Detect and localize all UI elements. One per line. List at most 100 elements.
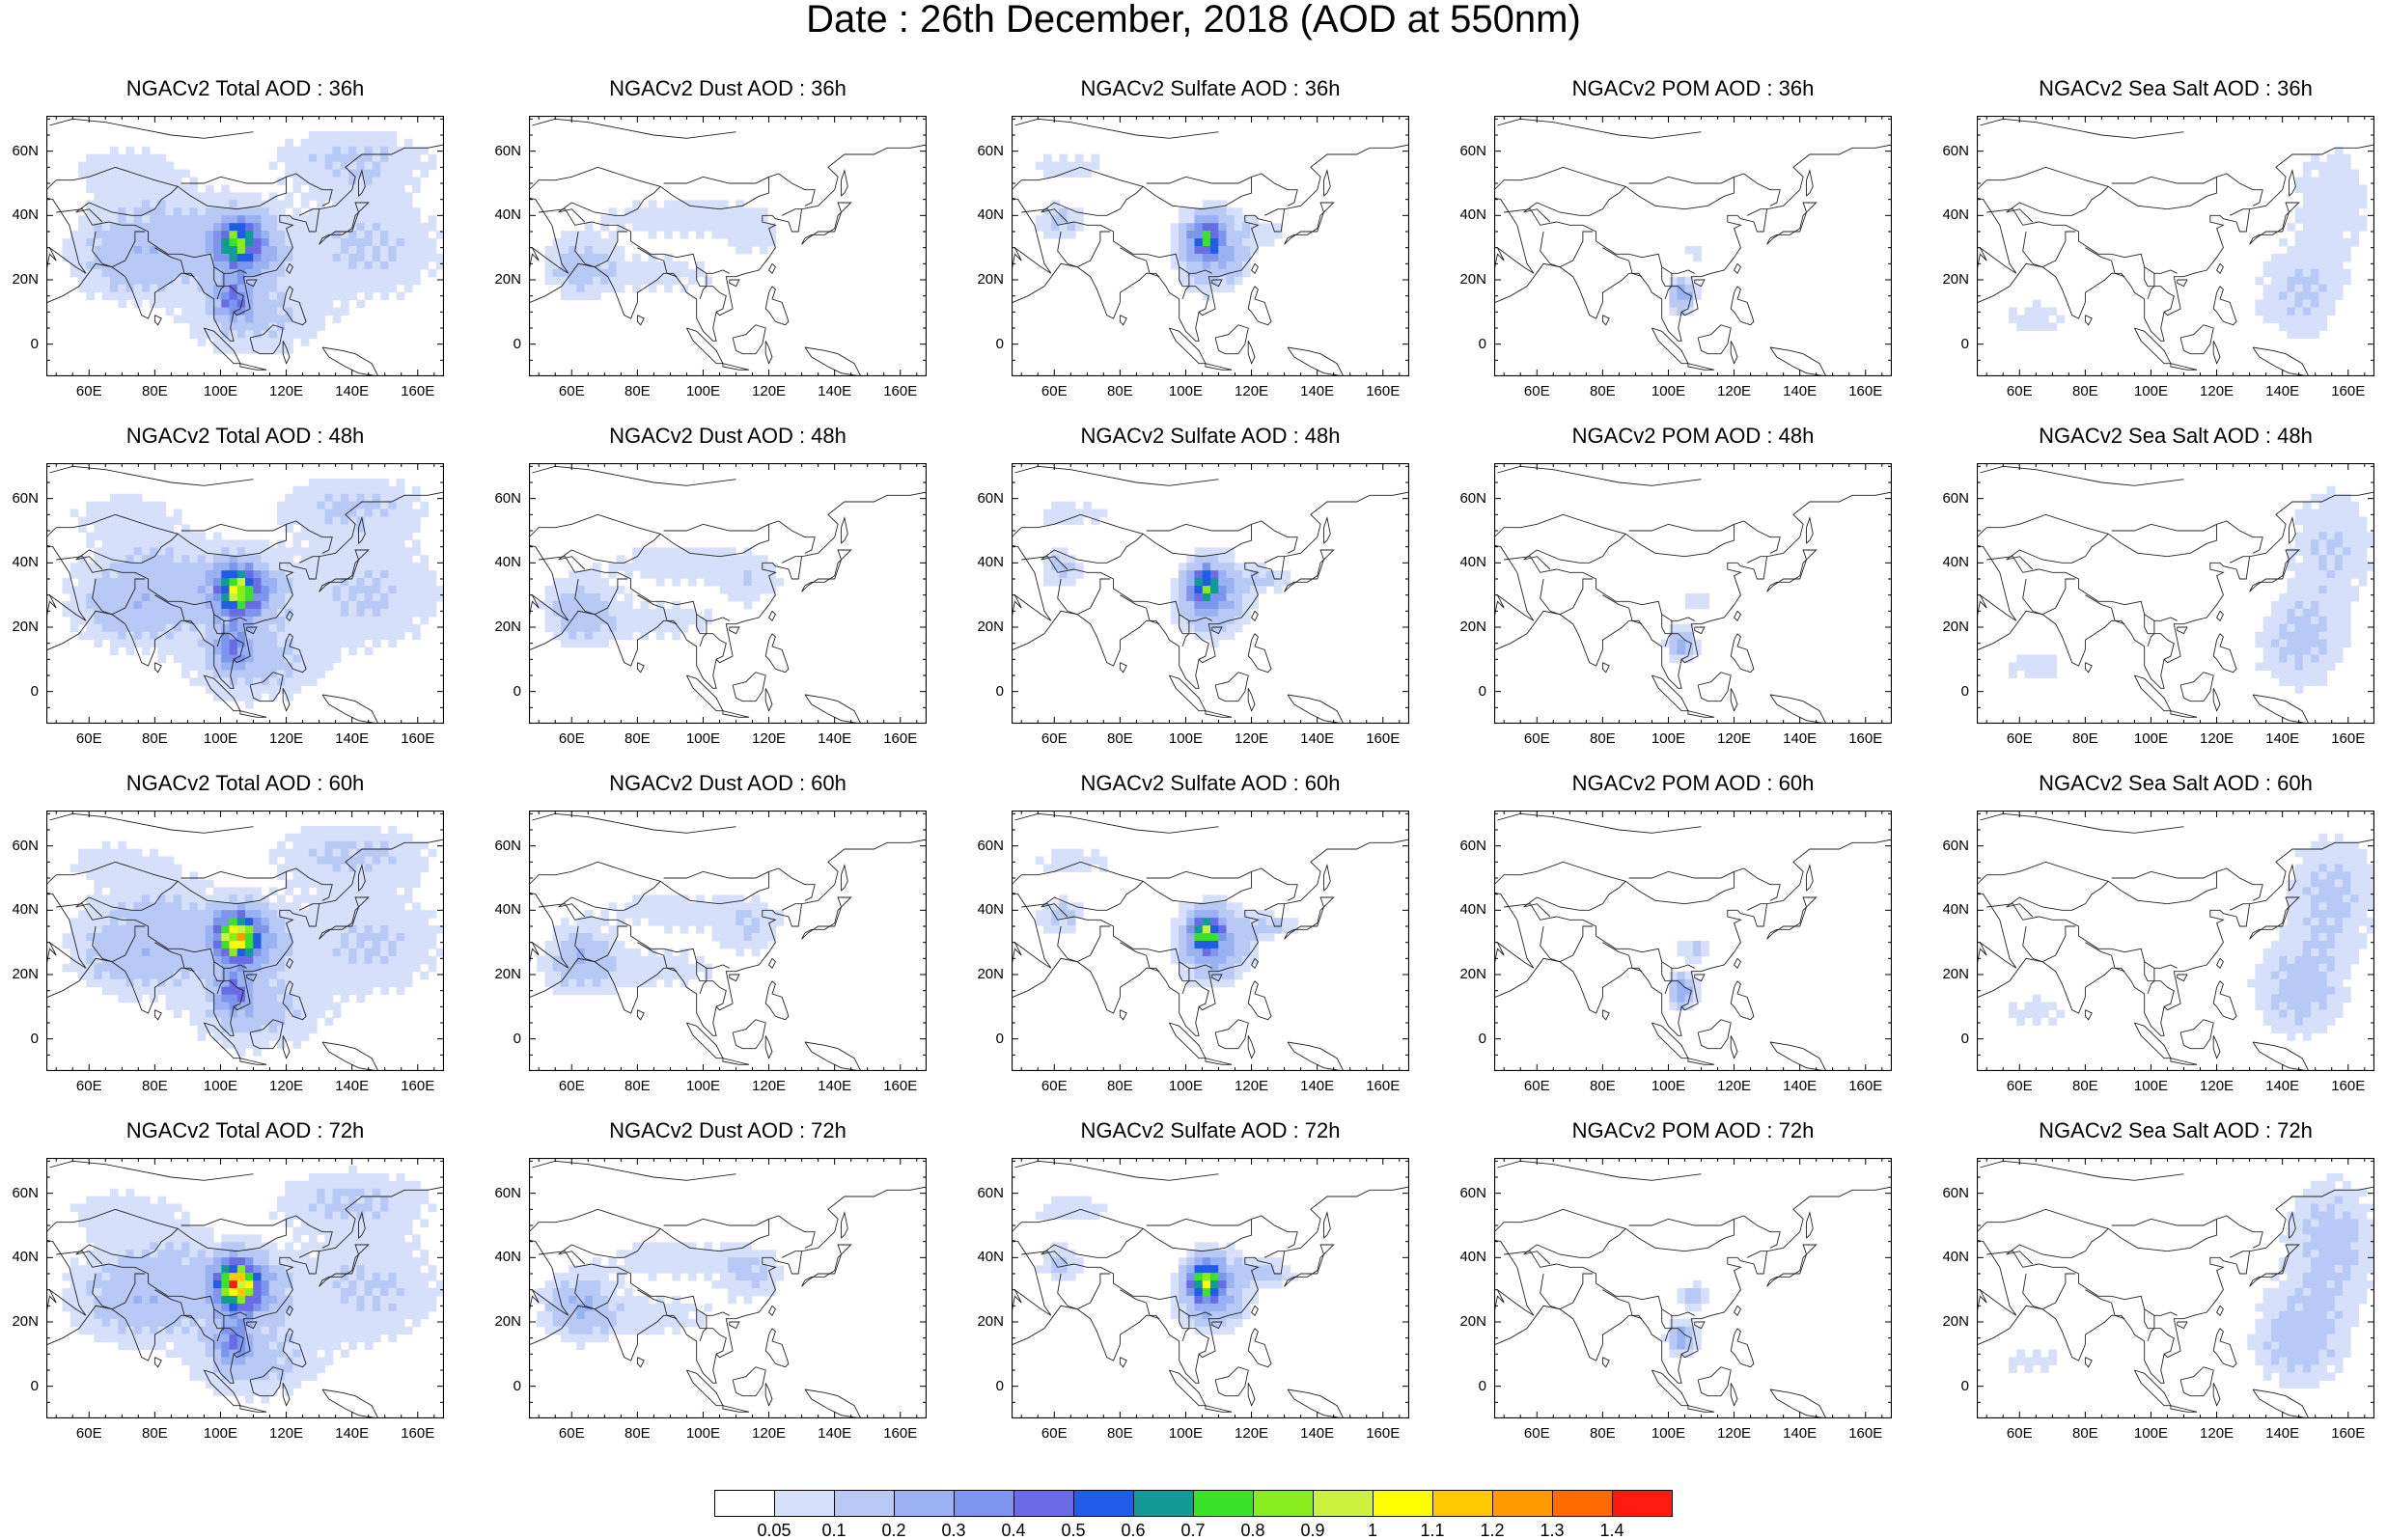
aod-cell	[680, 268, 689, 278]
aod-cell	[277, 547, 286, 556]
aod-cell	[340, 902, 349, 911]
aod-cell	[213, 593, 222, 602]
aod-cell	[2311, 493, 2319, 503]
aod-cell	[189, 677, 199, 686]
aod-cell	[2358, 563, 2368, 571]
aod-cell	[300, 631, 310, 641]
aod-cell	[356, 894, 366, 903]
aod-cell	[253, 307, 262, 316]
aod-cell	[308, 276, 318, 286]
aod-cell	[420, 261, 430, 270]
aod-cell	[388, 261, 398, 270]
aod-cell	[165, 238, 175, 247]
aod-cell	[268, 933, 278, 942]
aod-cell	[2334, 532, 2344, 540]
aod-cell	[62, 941, 71, 949]
aod-cell	[261, 662, 270, 671]
aod-cell	[1218, 586, 1227, 594]
aod-cell	[1059, 563, 1069, 571]
aod-cell	[396, 501, 405, 510]
aod-cell	[181, 215, 190, 224]
aod-cell	[69, 948, 79, 957]
aod-cell	[592, 593, 601, 602]
aod-cell	[348, 608, 357, 618]
aod-cell	[181, 941, 190, 949]
country-border	[299, 556, 319, 564]
aod-cell	[324, 933, 334, 942]
aod-cell	[141, 563, 151, 571]
aod-cell	[245, 593, 254, 602]
aod-cell	[372, 593, 381, 602]
aod-cell	[2358, 570, 2368, 579]
coastline	[239, 710, 267, 718]
aod-cell	[308, 623, 318, 633]
country-border	[180, 260, 195, 278]
aod-cell	[372, 616, 381, 625]
aod-cell	[292, 238, 302, 247]
aod-cell	[245, 315, 254, 323]
aod-cell	[308, 555, 318, 564]
aod-cell	[380, 493, 389, 503]
aod-cell	[1226, 578, 1235, 587]
aod-cell	[285, 338, 293, 346]
aod-cell	[2343, 539, 2351, 548]
lon-label: 140E	[2265, 383, 2300, 399]
aod-cell	[1170, 253, 1180, 262]
aod-cell	[1218, 593, 1227, 602]
aod-cell	[340, 478, 349, 487]
aod-cell	[308, 223, 318, 232]
aod-cell	[1051, 509, 1060, 518]
aod-cell	[1226, 586, 1235, 594]
aod-cell	[78, 631, 87, 641]
aod-cell	[213, 925, 222, 934]
aod-cell	[253, 539, 262, 548]
aod-cell	[189, 616, 199, 625]
aod-cell	[101, 933, 111, 942]
aod-cell	[380, 238, 389, 247]
aod-cell	[2279, 322, 2288, 331]
aod-cell	[324, 593, 334, 602]
aod-cell	[205, 670, 214, 678]
aod-cell	[332, 616, 342, 625]
aod-cell	[403, 955, 413, 965]
lon-label: 100E	[2133, 383, 2168, 399]
lat-label: 40N	[494, 554, 521, 571]
aod-cell	[253, 238, 262, 247]
aod-cell	[624, 623, 633, 633]
aod-cell	[245, 910, 254, 919]
aod-cell	[173, 616, 182, 625]
aod-cell	[277, 291, 286, 301]
figure-title: Date : 26th December, 2018 (AOD at 550nm…	[806, 0, 1581, 41]
aod-cell	[561, 246, 569, 255]
aod-cell	[229, 570, 238, 579]
coastline	[1287, 346, 1345, 376]
aod-cell	[118, 291, 126, 301]
aod-cell	[277, 299, 286, 309]
aod-cell	[78, 948, 87, 957]
aod-cell	[380, 146, 389, 155]
aod-cell	[157, 623, 167, 633]
aod-cell	[743, 547, 753, 556]
aod-cell	[141, 593, 151, 602]
aod-cell	[165, 192, 175, 201]
aod-cell	[165, 933, 175, 942]
aod-cell	[396, 570, 405, 579]
aod-cell	[213, 307, 222, 316]
aod-cell	[403, 586, 413, 594]
aod-cell	[141, 608, 151, 618]
aod-cell	[165, 532, 175, 540]
aod-cell	[2302, 322, 2312, 331]
aod-cell	[2343, 532, 2351, 540]
aod-cell	[2287, 608, 2296, 618]
aod-cell	[69, 231, 79, 239]
aod-cell	[94, 570, 103, 579]
aod-cell	[165, 894, 175, 903]
aod-cell	[592, 623, 601, 633]
aod-cell	[150, 848, 158, 858]
aod-cell	[388, 864, 398, 873]
aod-cell	[197, 600, 207, 610]
aod-cell	[197, 902, 207, 911]
aod-cell	[2279, 631, 2288, 641]
aod-cell	[2311, 623, 2319, 633]
aod-cell	[340, 146, 349, 155]
